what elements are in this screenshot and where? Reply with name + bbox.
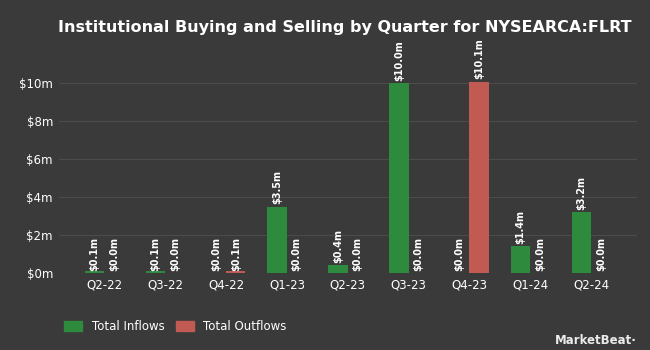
Text: $0.0m: $0.0m: [455, 237, 465, 271]
Legend: Total Inflows, Total Outflows: Total Inflows, Total Outflows: [64, 320, 287, 333]
Text: $3.5m: $3.5m: [272, 170, 282, 204]
Text: $0.0m: $0.0m: [109, 237, 119, 271]
Text: $0.0m: $0.0m: [352, 237, 363, 271]
Text: $3.2m: $3.2m: [577, 176, 586, 210]
Bar: [267, 206, 287, 273]
Text: $1.4m: $1.4m: [515, 210, 526, 244]
Bar: [146, 271, 165, 273]
Bar: [226, 271, 246, 273]
Bar: [328, 265, 348, 273]
Text: $10.0m: $10.0m: [394, 40, 404, 81]
Text: $0.1m: $0.1m: [90, 237, 99, 271]
Text: $0.0m: $0.0m: [413, 237, 423, 271]
Text: $0.4m: $0.4m: [333, 229, 343, 263]
Text: $0.1m: $0.1m: [150, 237, 161, 271]
Text: $0.0m: $0.0m: [535, 237, 545, 271]
Bar: [511, 246, 530, 273]
Bar: [572, 212, 592, 273]
Text: $0.0m: $0.0m: [596, 237, 606, 271]
Text: $0.1m: $0.1m: [231, 237, 240, 271]
Text: $0.0m: $0.0m: [211, 237, 221, 271]
Text: $0.0m: $0.0m: [292, 237, 302, 271]
Bar: [84, 271, 104, 273]
Text: Institutional Buying and Selling by Quarter for NYSEARCA:FLRT: Institutional Buying and Selling by Quar…: [58, 20, 632, 35]
Bar: [469, 82, 489, 273]
Text: $0.0m: $0.0m: [170, 237, 180, 271]
Text: $10.1m: $10.1m: [474, 38, 484, 79]
Text: MarketBeat·: MarketBeat·: [555, 334, 637, 346]
Bar: [389, 83, 409, 273]
